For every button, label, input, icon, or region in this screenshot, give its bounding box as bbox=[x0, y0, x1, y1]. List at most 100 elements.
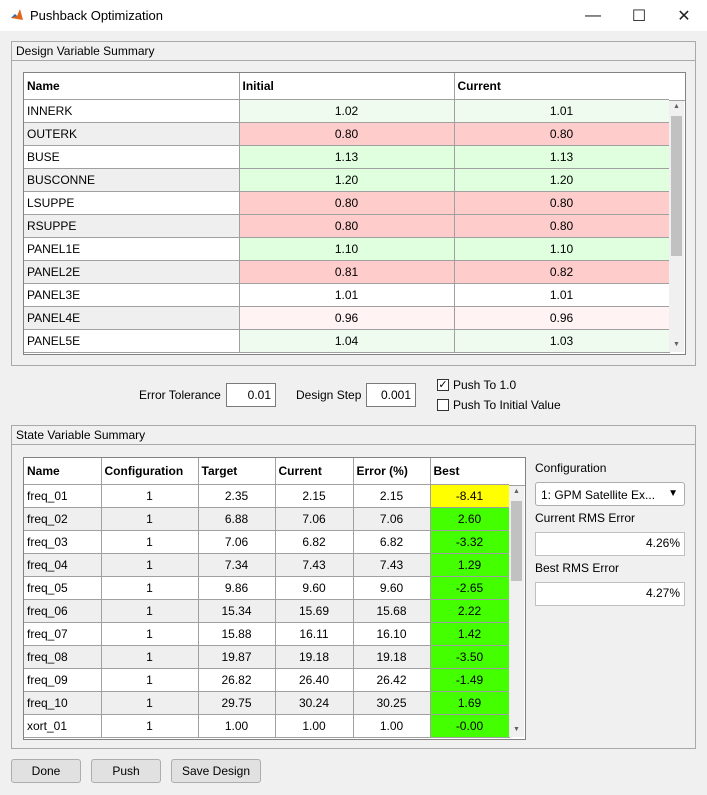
best-cell[interactable]: -8.41 bbox=[430, 484, 510, 508]
target-cell[interactable]: 6.88 bbox=[198, 507, 276, 531]
best-cell[interactable]: 2.22 bbox=[430, 599, 510, 623]
initial-value-cell[interactable]: 1.13 bbox=[239, 145, 455, 169]
table-row[interactable]: INNERK 1.02 1.01 bbox=[24, 99, 670, 123]
configuration-cell[interactable]: 1 bbox=[101, 714, 199, 738]
table-row[interactable]: BUSCONNE 1.20 1.20 bbox=[24, 168, 670, 192]
target-cell[interactable]: 7.06 bbox=[198, 530, 276, 554]
current-cell[interactable]: 6.82 bbox=[275, 530, 354, 554]
variable-name-cell[interactable]: BUSE bbox=[24, 145, 240, 169]
state-name-cell[interactable]: freq_09 bbox=[24, 668, 102, 692]
initial-value-cell[interactable]: 0.80 bbox=[239, 122, 455, 146]
table-row[interactable]: PANEL3E 1.01 1.01 bbox=[24, 283, 670, 307]
error-cell[interactable]: 15.68 bbox=[353, 599, 431, 623]
current-cell[interactable]: 26.40 bbox=[275, 668, 354, 692]
configuration-dropdown[interactable]: 1: GPM Satellite Ex... ▼ bbox=[535, 482, 685, 506]
initial-value-cell[interactable]: 0.81 bbox=[239, 260, 455, 284]
table-row[interactable]: freq_01 1 2.35 2.15 2.15 -8.41 bbox=[24, 484, 510, 508]
variable-name-cell[interactable]: PANEL1E bbox=[24, 237, 240, 261]
initial-value-cell[interactable]: 1.04 bbox=[239, 329, 455, 353]
current-cell[interactable]: 1.00 bbox=[275, 714, 354, 738]
error-cell[interactable]: 1.00 bbox=[353, 714, 431, 738]
current-value-cell[interactable]: 1.20 bbox=[454, 168, 670, 192]
variable-name-cell[interactable]: LSUPPE bbox=[24, 191, 240, 215]
best-cell[interactable]: 1.29 bbox=[430, 553, 510, 577]
target-cell[interactable]: 29.75 bbox=[198, 691, 276, 715]
push-to-initial-checkbox[interactable] bbox=[437, 399, 449, 411]
scroll-up-arrow[interactable]: ▲ bbox=[513, 488, 520, 495]
error-cell[interactable]: 6.82 bbox=[353, 530, 431, 554]
variable-name-cell[interactable]: PANEL5E bbox=[24, 329, 240, 353]
table-row[interactable]: freq_04 1 7.34 7.43 7.43 1.29 bbox=[24, 553, 510, 577]
best-cell[interactable]: -3.32 bbox=[430, 530, 510, 554]
current-cell[interactable]: 2.15 bbox=[275, 484, 354, 508]
target-cell[interactable]: 2.35 bbox=[198, 484, 276, 508]
push-to-one-label[interactable]: Push To 1.0 bbox=[453, 378, 517, 392]
state-name-cell[interactable]: freq_07 bbox=[24, 622, 102, 646]
scroll-down-arrow[interactable]: ▼ bbox=[513, 726, 520, 733]
table-row[interactable]: freq_09 1 26.82 26.40 26.42 -1.49 bbox=[24, 668, 510, 692]
design-table-scrollbar[interactable]: ▲ ▼ bbox=[669, 100, 684, 352]
initial-value-cell[interactable]: 0.80 bbox=[239, 214, 455, 238]
error-cell[interactable]: 26.42 bbox=[353, 668, 431, 692]
error-cell[interactable]: 7.06 bbox=[353, 507, 431, 531]
target-cell[interactable]: 15.88 bbox=[198, 622, 276, 646]
state-name-cell[interactable]: freq_05 bbox=[24, 576, 102, 600]
table-row[interactable]: freq_06 1 15.34 15.69 15.68 2.22 bbox=[24, 599, 510, 623]
initial-value-cell[interactable]: 0.96 bbox=[239, 306, 455, 330]
initial-value-cell[interactable]: 1.01 bbox=[239, 283, 455, 307]
initial-value-cell[interactable]: 0.80 bbox=[239, 191, 455, 215]
current-value-cell[interactable]: 0.80 bbox=[454, 214, 670, 238]
configuration-cell[interactable]: 1 bbox=[101, 622, 199, 646]
current-cell[interactable]: 7.06 bbox=[275, 507, 354, 531]
configuration-cell[interactable]: 1 bbox=[101, 507, 199, 531]
current-cell[interactable]: 30.24 bbox=[275, 691, 354, 715]
scrollbar-thumb[interactable] bbox=[511, 501, 522, 581]
configuration-cell[interactable]: 1 bbox=[101, 668, 199, 692]
current-cell[interactable]: 16.11 bbox=[275, 622, 354, 646]
variable-name-cell[interactable]: OUTERK bbox=[24, 122, 240, 146]
maximize-button[interactable]: ☐ bbox=[616, 0, 662, 31]
error-cell[interactable]: 30.25 bbox=[353, 691, 431, 715]
configuration-cell[interactable]: 1 bbox=[101, 691, 199, 715]
push-button[interactable]: Push bbox=[91, 759, 161, 783]
best-cell[interactable]: 1.42 bbox=[430, 622, 510, 646]
current-value-cell[interactable]: 0.82 bbox=[454, 260, 670, 284]
table-row[interactable]: LSUPPE 0.80 0.80 bbox=[24, 191, 670, 215]
initial-value-cell[interactable]: 1.02 bbox=[239, 99, 455, 123]
close-button[interactable]: ✕ bbox=[661, 0, 707, 31]
current-cell[interactable]: 9.60 bbox=[275, 576, 354, 600]
state-table-scrollbar[interactable]: ▲ ▼ bbox=[509, 485, 524, 737]
variable-name-cell[interactable]: BUSCONNE bbox=[24, 168, 240, 192]
variable-name-cell[interactable]: PANEL3E bbox=[24, 283, 240, 307]
done-button[interactable]: Done bbox=[11, 759, 81, 783]
error-cell[interactable]: 7.43 bbox=[353, 553, 431, 577]
target-cell[interactable]: 26.82 bbox=[198, 668, 276, 692]
scrollbar-thumb[interactable] bbox=[671, 116, 682, 256]
column-header[interactable]: Name bbox=[24, 73, 240, 100]
column-header[interactable]: Name bbox=[24, 458, 102, 485]
error-cell[interactable]: 19.18 bbox=[353, 645, 431, 669]
column-header[interactable]: Current bbox=[275, 458, 354, 485]
best-cell[interactable]: 2.60 bbox=[430, 507, 510, 531]
best-cell[interactable]: -2.65 bbox=[430, 576, 510, 600]
best-cell[interactable]: -1.49 bbox=[430, 668, 510, 692]
best-cell[interactable]: 1.69 bbox=[430, 691, 510, 715]
table-row[interactable]: PANEL4E 0.96 0.96 bbox=[24, 306, 670, 330]
column-header[interactable]: Best bbox=[430, 458, 510, 485]
table-row[interactable]: freq_08 1 19.87 19.18 19.18 -3.50 bbox=[24, 645, 510, 669]
table-row[interactable]: OUTERK 0.80 0.80 bbox=[24, 122, 670, 146]
push-to-one-checkbox[interactable]: ✓ bbox=[437, 379, 449, 391]
current-value-cell[interactable]: 1.01 bbox=[454, 283, 670, 307]
scroll-up-arrow[interactable]: ▲ bbox=[673, 103, 680, 110]
initial-value-cell[interactable]: 1.10 bbox=[239, 237, 455, 261]
table-row[interactable]: freq_02 1 6.88 7.06 7.06 2.60 bbox=[24, 507, 510, 531]
target-cell[interactable]: 7.34 bbox=[198, 553, 276, 577]
minimize-button[interactable]: — bbox=[570, 0, 616, 31]
column-header[interactable]: Error (%) bbox=[353, 458, 431, 485]
configuration-cell[interactable]: 1 bbox=[101, 553, 199, 577]
configuration-cell[interactable]: 1 bbox=[101, 645, 199, 669]
push-to-initial-label[interactable]: Push To Initial Value bbox=[453, 398, 561, 412]
state-name-cell[interactable]: freq_04 bbox=[24, 553, 102, 577]
variable-name-cell[interactable]: PANEL4E bbox=[24, 306, 240, 330]
design-step-input[interactable]: 0.001 bbox=[366, 383, 416, 407]
